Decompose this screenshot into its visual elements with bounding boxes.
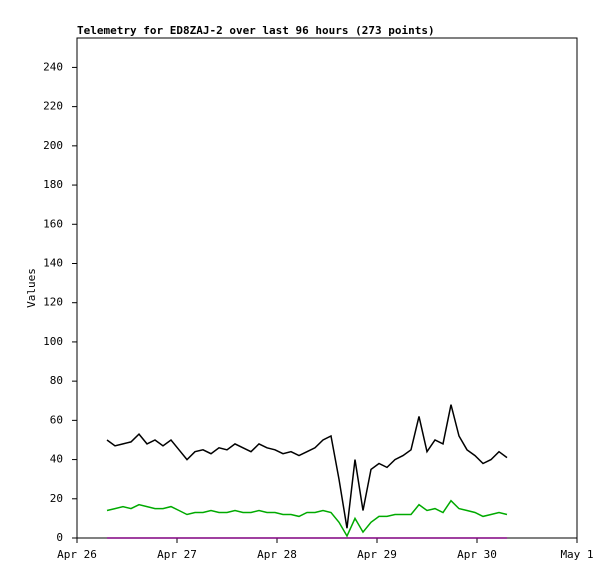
series-line bbox=[106, 499, 508, 538]
x-tick-label: Apr 27 bbox=[157, 548, 197, 561]
y-tick-label: 200 bbox=[43, 139, 63, 152]
y-tick-label: 180 bbox=[43, 178, 63, 191]
y-tick-label: 80 bbox=[50, 374, 63, 387]
y-tick-label: 240 bbox=[43, 60, 63, 73]
x-tick-label: Apr 30 bbox=[457, 548, 497, 561]
x-tick-label: Apr 29 bbox=[357, 548, 397, 561]
x-tick-label: Apr 28 bbox=[257, 548, 297, 561]
series-line bbox=[106, 404, 508, 529]
y-tick-label: 100 bbox=[43, 335, 63, 348]
y-tick-label: 40 bbox=[50, 453, 63, 466]
plot-frame bbox=[76, 37, 578, 539]
y-tick-label: 220 bbox=[43, 100, 63, 113]
y-tick-label: 160 bbox=[43, 217, 63, 230]
chart-title: Telemetry for ED8ZAJ-2 over last 96 hour… bbox=[77, 24, 435, 37]
x-tick-label: May 1 bbox=[560, 548, 593, 561]
y-axis-label: Values bbox=[25, 268, 38, 308]
y-tick-label: 0 bbox=[56, 531, 63, 544]
y-tick-label: 60 bbox=[50, 413, 63, 426]
y-tick-label: 120 bbox=[43, 296, 63, 309]
x-tick-label: Apr 26 bbox=[57, 548, 97, 561]
y-tick-label: 140 bbox=[43, 256, 63, 269]
y-tick-label: 20 bbox=[50, 492, 63, 505]
